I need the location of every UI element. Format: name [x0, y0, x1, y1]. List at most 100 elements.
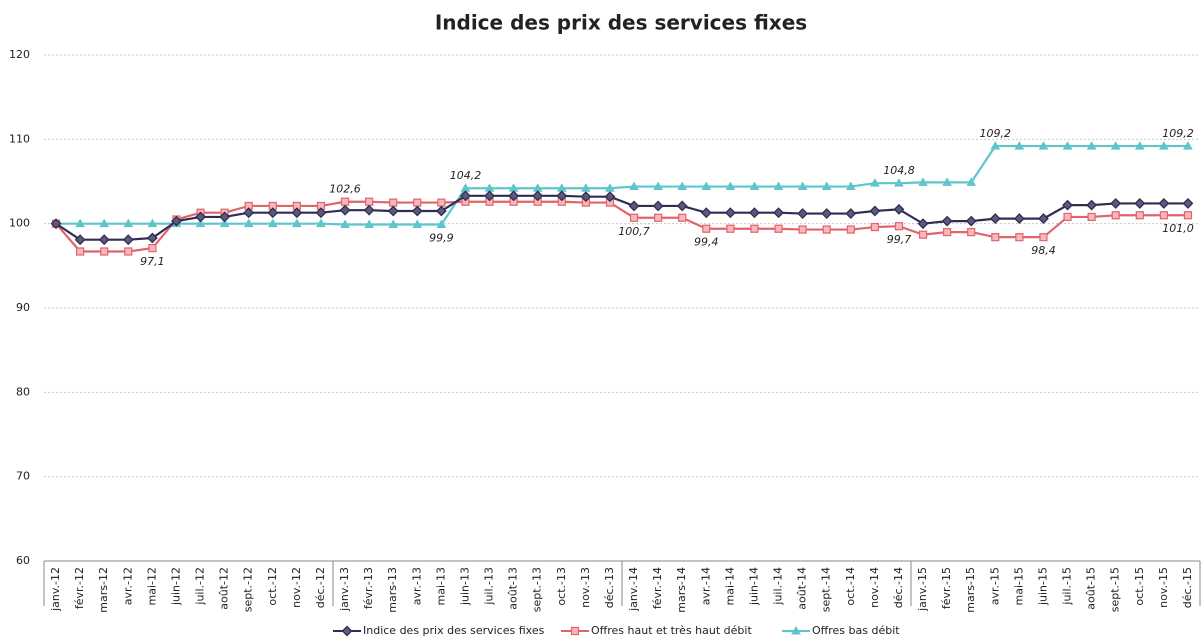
- marker: [1158, 198, 1170, 209]
- x-tick-label: janv.-15: [916, 567, 929, 612]
- y-tick-label: 60: [16, 554, 30, 567]
- marker: [942, 177, 952, 186]
- marker: [894, 178, 904, 187]
- x-tick-label: avr.-15: [988, 567, 1001, 605]
- x-tick-label: févr.-13: [362, 567, 375, 609]
- marker: [1038, 213, 1049, 225]
- x-tick-label: juil.-12: [194, 567, 207, 606]
- data-label: 100,7: [618, 225, 650, 238]
- x-tick-label: janv.-13: [338, 567, 351, 612]
- marker: [604, 191, 616, 203]
- x-tick-label: août-14: [796, 567, 809, 610]
- marker: [532, 190, 544, 202]
- marker: [725, 181, 736, 191]
- marker: [171, 215, 182, 227]
- marker: [580, 191, 592, 203]
- marker: [941, 215, 953, 227]
- legend-label: Offres bas débit: [812, 624, 900, 637]
- marker: [388, 219, 399, 229]
- marker: [363, 204, 375, 216]
- marker: [1135, 211, 1144, 220]
- x-tick-label: août-13: [507, 567, 520, 610]
- x-tick-label: déc.-15: [1181, 567, 1194, 608]
- marker: [148, 244, 157, 253]
- marker: [1015, 233, 1024, 242]
- marker: [123, 218, 134, 228]
- x-tick-label: août-12: [218, 567, 231, 610]
- series-line: [56, 144, 1188, 226]
- marker: [676, 200, 688, 212]
- marker: [581, 183, 591, 192]
- marker: [316, 218, 326, 228]
- marker: [845, 208, 857, 219]
- marker: [965, 215, 977, 227]
- marker: [774, 224, 783, 233]
- marker: [292, 218, 302, 228]
- marker: [50, 218, 62, 230]
- marker: [821, 208, 833, 219]
- marker: [124, 247, 133, 256]
- marker: [724, 207, 736, 219]
- x-tick-label: mars-14: [675, 567, 688, 613]
- marker: [773, 207, 784, 219]
- marker: [1063, 212, 1072, 222]
- chart-title: Indice des prix des services fixes: [435, 11, 807, 35]
- marker: [341, 625, 353, 637]
- y-tick-label: 110: [9, 132, 30, 145]
- marker: [339, 204, 351, 216]
- marker: [846, 225, 855, 234]
- marker: [1159, 211, 1168, 220]
- marker: [869, 205, 881, 217]
- marker: [893, 203, 905, 215]
- marker: [1013, 213, 1025, 225]
- x-tick-label: janv.-14: [627, 567, 640, 612]
- data-label: 104,8: [883, 164, 915, 177]
- marker: [1110, 198, 1122, 209]
- marker: [100, 247, 109, 256]
- x-tick-label: juin-15: [1036, 567, 1049, 606]
- x-tick-label: mai-15: [1012, 567, 1025, 605]
- x-tick-label: mai-14: [723, 567, 736, 605]
- data-label: 104,2: [450, 169, 482, 182]
- x-tick-label: déc.-14: [892, 567, 905, 608]
- marker: [653, 181, 663, 191]
- marker: [822, 225, 831, 234]
- y-tick-label: 70: [16, 470, 30, 483]
- marker: [1183, 211, 1193, 220]
- marker: [798, 225, 807, 234]
- x-tick-label: déc.-12: [314, 567, 327, 608]
- marker: [389, 198, 398, 207]
- marker: [146, 232, 158, 244]
- marker: [652, 200, 664, 212]
- marker: [99, 218, 110, 228]
- legend-item: Indice des prix des services fixes: [333, 624, 545, 637]
- marker: [700, 207, 712, 219]
- marker: [991, 233, 1000, 242]
- x-tick-label: juil.-14: [772, 567, 785, 606]
- marker: [436, 219, 447, 229]
- marker: [435, 205, 447, 217]
- x-tick-label: déc.-13: [603, 567, 616, 608]
- marker: [845, 181, 856, 191]
- y-tick-label: 90: [16, 301, 30, 314]
- data-label: 99,7: [887, 233, 912, 246]
- marker: [870, 222, 879, 232]
- marker: [894, 222, 904, 231]
- marker: [1183, 141, 1193, 150]
- marker: [749, 181, 760, 191]
- legend-label: Indice des prix des services fixes: [363, 624, 545, 637]
- marker: [628, 200, 640, 212]
- x-tick-label: avr.-14: [699, 567, 712, 605]
- marker: [821, 181, 832, 191]
- marker: [243, 207, 255, 219]
- data-label: 109,2: [1162, 127, 1194, 140]
- marker: [1086, 141, 1097, 150]
- x-tick-label: sept.-15: [1109, 567, 1122, 612]
- x-tick-label: oct.-13: [555, 567, 568, 606]
- x-tick-label: févr.-12: [73, 567, 86, 609]
- marker: [98, 234, 110, 246]
- marker: [340, 197, 350, 206]
- marker: [1111, 211, 1120, 220]
- marker: [605, 183, 615, 192]
